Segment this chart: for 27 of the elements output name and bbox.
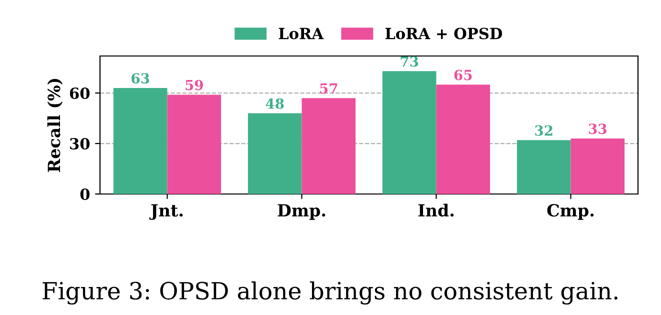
bar (516, 140, 571, 194)
data-label: 32 (535, 125, 552, 136)
bar (382, 71, 436, 194)
data-label: 48 (266, 98, 284, 109)
x-tick-label: Jnt. (149, 204, 183, 220)
data-label: 63 (132, 73, 150, 84)
x-tick-label: Dmp. (278, 204, 326, 220)
legend-label: LoRA + OPSD (385, 28, 502, 40)
bar (570, 138, 625, 194)
bar (113, 88, 168, 194)
y-tick-label: 30 (70, 138, 90, 150)
x-tick-label: Cmp. (547, 204, 594, 220)
y-tick-label: 60 (70, 87, 90, 100)
bar (302, 98, 356, 194)
legend-label: LoRA (278, 28, 324, 40)
data-label: 59 (186, 80, 203, 90)
bar (167, 94, 222, 194)
y-axis-title: Recall (%) (47, 78, 63, 172)
x-tick-label: Ind. (418, 204, 454, 217)
data-label: 57 (320, 83, 338, 94)
bar (436, 84, 490, 194)
data-label: 73 (400, 56, 418, 67)
data-label: 65 (454, 70, 472, 80)
caption: Figure 3: OPSD alone brings no consistent gain. (42, 281, 618, 305)
bar (248, 113, 302, 194)
y-tick-label: 0 (80, 188, 90, 200)
data-label: 33 (588, 124, 606, 134)
